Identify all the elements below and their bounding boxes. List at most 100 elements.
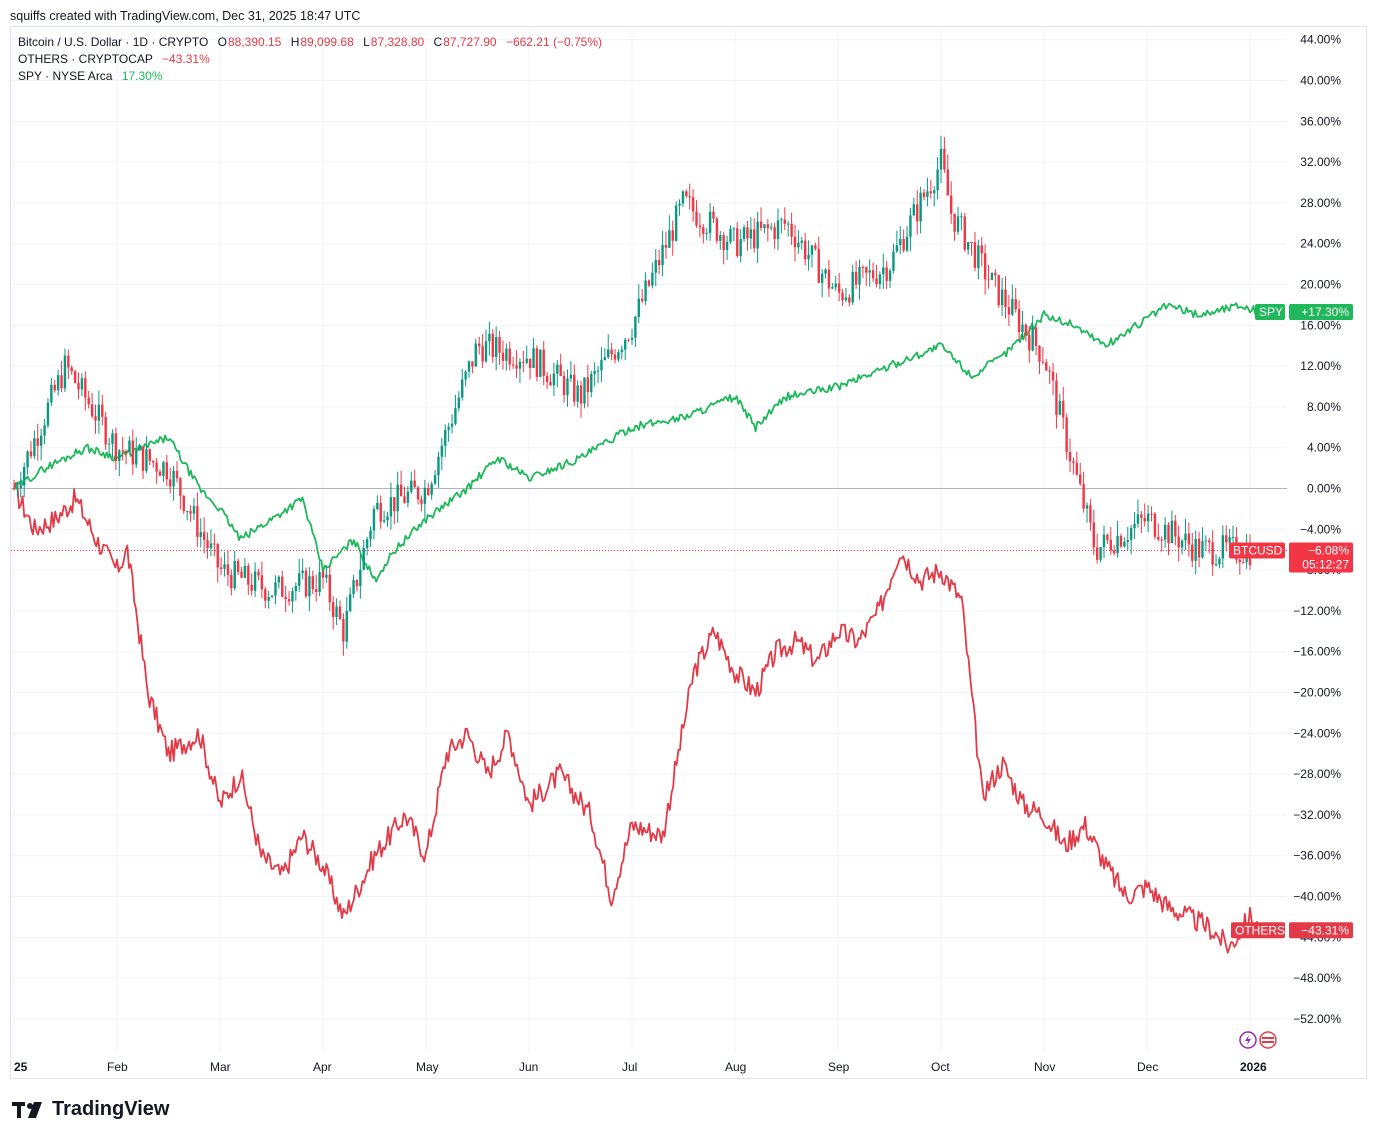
btc-candle-body	[977, 245, 980, 268]
btc-candle-body	[586, 377, 590, 393]
btc-candle-body	[396, 484, 399, 512]
btc-candle-body	[1112, 550, 1116, 554]
x-axis[interactable]: 25 Feb Mar Apr May Jun Jul Aug Sep Oct Nov Dec 2026	[14, 1060, 1267, 1074]
btc-candle-body	[56, 375, 60, 391]
btc-candle-body	[287, 599, 291, 602]
btc-tag: BTCUSD −6.08% 05:12:27	[1229, 542, 1353, 573]
y-tick-label: −32.00%	[1293, 808, 1341, 822]
btc-candle-body	[566, 378, 569, 396]
legend-spy[interactable]: SPY · NYSE Arca 17.30%	[18, 69, 163, 83]
legend-change-value: −662.21 (−0.75%)	[505, 35, 603, 49]
btc-candle-body	[281, 576, 284, 597]
btc-candle-body	[185, 511, 189, 513]
btc-candle-body	[420, 499, 423, 504]
btc-candle-body	[274, 582, 277, 596]
btc-candle-body	[1011, 299, 1014, 315]
btc-candle-body	[511, 364, 515, 366]
btc-candle-body	[640, 298, 644, 302]
btc-tag-name-bg	[1229, 542, 1285, 559]
btc-candle-body	[155, 462, 158, 472]
btc-candle-body	[467, 361, 471, 372]
btc-candle-body	[250, 584, 253, 591]
btc-candle-body	[77, 382, 80, 390]
btc-candle-body	[1123, 542, 1126, 547]
btc-candle-body	[19, 485, 22, 489]
btc-candle-body	[1007, 307, 1011, 315]
btc-candle-body	[569, 374, 573, 379]
btc-candle-body	[759, 221, 763, 228]
btc-candle-body	[528, 358, 532, 369]
btc-candle-body	[983, 253, 987, 280]
btc-candle-body	[725, 241, 729, 250]
btc-candle-body	[410, 480, 413, 492]
news-icons[interactable]	[1239, 1031, 1277, 1049]
btc-candle-body	[685, 191, 688, 196]
btc-candle-body	[552, 373, 556, 386]
btc-candle-body	[352, 579, 355, 595]
btc-candle-body	[664, 244, 668, 248]
btc-candle-body	[243, 565, 247, 578]
btc-candle-body	[698, 225, 702, 228]
btc-candle-body	[1028, 334, 1031, 351]
tradingview-logo[interactable]: TradingView	[12, 1098, 169, 1121]
btc-candle-body	[1055, 380, 1058, 415]
x-tick-label: Mar	[210, 1060, 231, 1074]
btc-candle-body	[824, 269, 827, 274]
btc-candle-body	[253, 571, 257, 591]
btc-candle-body	[505, 348, 508, 361]
x-tick-label: Apr	[313, 1060, 332, 1074]
btc-candle-body	[542, 349, 545, 376]
btc-candle-body	[793, 236, 797, 248]
btc-candle-body	[1163, 524, 1167, 540]
btc-candle-body	[854, 271, 858, 285]
btc-candle-body	[189, 511, 192, 514]
btc-candle-body	[943, 148, 946, 170]
x-tick-label: Aug	[725, 1060, 746, 1074]
btc-candle-body	[770, 227, 773, 229]
btc-candle-body	[620, 349, 624, 353]
btc-candle-body	[562, 375, 566, 396]
btc-candle-body	[342, 618, 345, 642]
y-tick-label: 24.00%	[1300, 237, 1341, 251]
btc-candle-body	[247, 565, 250, 585]
btc-candle-body	[1017, 309, 1021, 333]
btc-candle-body	[919, 192, 922, 222]
btc-candle-body	[298, 573, 301, 586]
btc-candle-body	[403, 496, 406, 503]
btc-candle-body	[895, 245, 899, 252]
btc-candle-body	[994, 272, 997, 276]
btc-candle-body	[956, 216, 960, 232]
btc-candle-body	[657, 259, 661, 266]
btc-candle-body	[892, 251, 895, 271]
btc-candle-body	[1079, 474, 1082, 484]
btc-candle-body	[899, 238, 902, 246]
btc-candle-body	[386, 516, 389, 521]
btc-tag-countdown: 05:12:27	[1302, 558, 1349, 572]
y-tick-label: 8.00%	[1307, 400, 1341, 414]
btc-candle-body	[1041, 361, 1045, 363]
btc-candle-body	[328, 574, 331, 603]
btc-candle-body	[851, 271, 854, 303]
btc-candle-body	[444, 429, 447, 446]
us-flag-icon[interactable]	[1259, 1031, 1277, 1049]
btc-candle-body	[1014, 299, 1017, 310]
y-tick-label: −52.00%	[1293, 1012, 1341, 1026]
others-tag-value-bg	[1289, 922, 1353, 939]
btc-candle-body	[963, 216, 966, 250]
legend-high-label: H	[290, 35, 300, 49]
y-axis[interactable]: 44.00% 40.00% 36.00% 32.00% 28.00% 24.00% 20.0…	[1293, 33, 1341, 1026]
legend-low-label: L	[363, 35, 370, 49]
btc-candle-body	[834, 283, 837, 288]
legend-btc[interactable]: Bitcoin / U.S. Dollar · 1D · CRYPTO O88,…	[18, 35, 602, 49]
y-tick-label: 16.00%	[1300, 318, 1341, 332]
legend-others[interactable]: OTHERS · CRYPTOCAP −43.31%	[18, 52, 210, 66]
btc-candle-body	[501, 352, 505, 361]
btc-candle-body	[1143, 517, 1146, 522]
btc-candle-body	[135, 450, 138, 465]
btc-candle-body	[1238, 559, 1242, 563]
btc-candle-body	[447, 426, 450, 430]
btc-candle-body	[1089, 505, 1092, 523]
btc-candle-body	[121, 450, 124, 452]
btc-candle-body	[987, 279, 990, 281]
